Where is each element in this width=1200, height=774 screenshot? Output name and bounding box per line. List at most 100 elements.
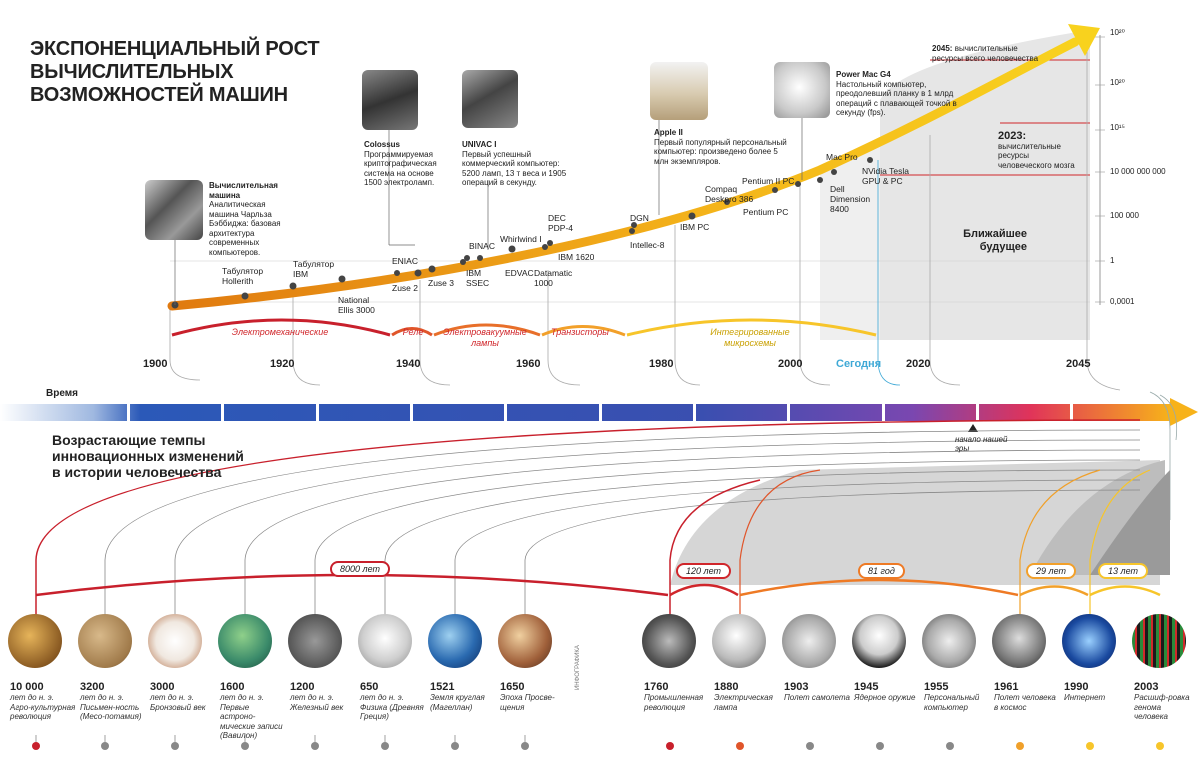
callout-text: Аналитическая машина Чарльза Бэббиджа: б… (209, 200, 281, 257)
callout-text: Первый популярный персональный компьютер… (654, 137, 787, 166)
year-guides (169, 40, 1121, 391)
scale-red-lines (880, 59, 1090, 176)
credit-label: ИНФОГРАФИКА (575, 645, 581, 690)
timeline-dot (311, 742, 319, 750)
era-label: Реле (402, 327, 424, 337)
year-label: 1920 (270, 358, 295, 370)
callout-heading: Apple II (654, 128, 683, 137)
event-desc: Персональный компьютер (924, 693, 980, 712)
timeline-dot (1156, 742, 1164, 750)
timeline-dot (241, 742, 249, 750)
nuclear-icon (852, 614, 906, 668)
event-year: 3200 (80, 681, 105, 693)
machine-label: DGN (630, 213, 649, 223)
scale-grid (170, 35, 1105, 305)
scale-label: 10²⁰ (1110, 78, 1125, 87)
bronze-tools-icon (148, 614, 202, 668)
event-desc: лет до н. э. Железный век (290, 693, 344, 712)
event-item: 1200 лет до н. э. Железный век (290, 681, 356, 712)
interval-badge: 81 год (858, 563, 905, 579)
event-desc: Ядерное оружие (854, 693, 916, 702)
scale-label: 10 000 000 000 (1110, 167, 1166, 176)
colossus-callout: Colossus Программируемая криптографическ… (364, 140, 448, 188)
machine-label: BINAC (469, 241, 495, 251)
machine-label: Compaq Deskpro 386 (705, 184, 754, 204)
machine-label: DEC PDP-4 (548, 213, 574, 233)
event-item: 650 лет до н. э. Физика (Древняя Греция) (360, 681, 426, 722)
interval-badge: 8000 лет (330, 561, 390, 577)
event-item: 1521 Земля круглая (Магеллан) (430, 681, 496, 712)
agriculture-icon (8, 614, 62, 668)
event-item: 10 000 лет до н. э. Агро-культурная револ… (10, 681, 76, 722)
growth-arrow (167, 37, 1080, 311)
year-label: 1900 (143, 358, 168, 370)
machine-label: IBM 1620 (558, 252, 595, 262)
power-mac-image (774, 62, 830, 118)
year-label: 2020 (906, 358, 931, 370)
year-label: 2000 (778, 358, 803, 370)
event-year: 1650 (500, 681, 525, 693)
callout-2023: 2023: вычислительные ресурсы человеческо… (998, 130, 1078, 170)
event-year: 1200 (290, 681, 315, 693)
event-desc: Полет самолета (784, 693, 850, 702)
title-line-2: ВЫЧИСЛИТЕЛЬНЫХ (30, 61, 234, 83)
event-desc: лет до н. э. Агро-культурная революция (10, 693, 76, 721)
era-start-marker (968, 424, 978, 432)
event-year: 2003 (1134, 681, 1159, 693)
event-item: 2003 Расшиф-ровка генома человека (1134, 681, 1194, 722)
timeline-dot (806, 742, 814, 750)
event-desc: лет до н. э. Письмен-ность (Месо-потамия… (80, 693, 142, 721)
subtitle-line: в истории человечества (52, 464, 222, 480)
machine-label: IBM SSEC (466, 268, 490, 288)
babbage-machine-image (145, 180, 203, 240)
timeline-dot (736, 742, 744, 750)
machine-label: Pentium II PC (742, 176, 795, 186)
machine-label: Mac Pro (826, 152, 858, 162)
event-year: 1990 (1064, 681, 1089, 693)
event-item: 1961 Полет человека в космос (994, 681, 1060, 712)
internet-icon (1062, 614, 1116, 668)
machine-label: Pentium PC (743, 207, 789, 217)
event-item: 3200 лет до н. э. Письмен-ность (Месо-пот… (80, 681, 146, 722)
time-bar (0, 404, 1170, 421)
event-desc: лет до н. э. Первые астроно-мические зап… (220, 693, 283, 740)
time-axis-label: Время (46, 388, 78, 399)
event-desc: лет до н. э. Физика (Древняя Греция) (360, 693, 424, 721)
scale-label: 10²⁰ (1110, 28, 1125, 37)
event-year: 1955 (924, 681, 949, 693)
event-desc: лет до н. э. Бронзовый век (150, 693, 206, 712)
timeline-dot (1016, 742, 1024, 750)
interval-badge: 120 лет (676, 563, 731, 579)
callout-2023-year: 2023: (998, 130, 1027, 142)
event-desc: Промышленная революция (644, 693, 704, 712)
machine-label: Zuse 2 (392, 283, 418, 293)
era-start-label: начало нашей эры (955, 435, 1008, 453)
machine-label: National Ellis 3000 (338, 295, 375, 315)
apple-ii-image (650, 62, 708, 120)
subtitle-line: Возрастающие темпы (52, 432, 206, 448)
event-year: 1760 (644, 681, 669, 693)
section-subtitle: Возрастающие темпы инновационных изменен… (52, 432, 244, 480)
event-desc: Земля круглая (Магеллан) (430, 693, 485, 712)
machine-label: IBM PC (680, 222, 710, 232)
machine-label: Zuse 3 (428, 278, 454, 288)
callout-heading: Colossus (364, 140, 401, 149)
babbage-callout: Вычислительная машина Аналитическая маши… (209, 181, 291, 257)
event-year: 1521 (430, 681, 455, 693)
year-label-today: Сегодня (836, 358, 882, 370)
timeline-dot (381, 742, 389, 750)
callout-text: Первый успешный коммерческий компьютер: … (462, 149, 567, 188)
apple-callout: Apple II Первый популярный персональный … (654, 128, 794, 166)
lower-fan (670, 460, 1160, 585)
airplane-icon (782, 614, 836, 668)
event-item: 1650 Эпоха Просве-щения (500, 681, 566, 712)
event-item: 3000 лет до н. э. Бронзовый век (150, 681, 216, 712)
timeline-dot (101, 742, 109, 750)
cosmonaut-icon (992, 614, 1046, 668)
time-arrowhead (1170, 398, 1198, 426)
genome-icon (1132, 614, 1186, 668)
timeline-dot (946, 742, 954, 750)
title-line-3: ВОЗМОЖНОСТЕЙ МАШИН (30, 84, 288, 106)
astronomy-icon (218, 614, 272, 668)
